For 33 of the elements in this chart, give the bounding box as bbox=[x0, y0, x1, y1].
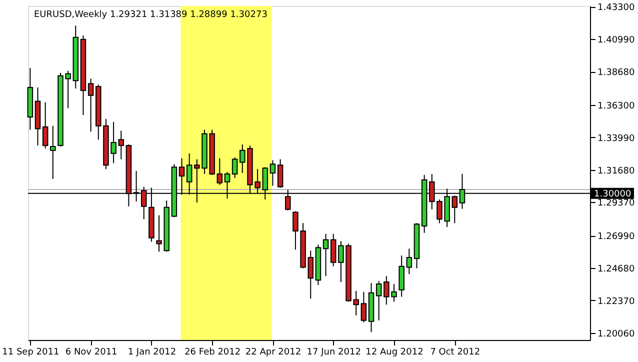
y-tick-label: 1.40990 bbox=[598, 36, 635, 46]
y-tick-label: 1.22370 bbox=[598, 296, 635, 307]
y-tick-label: 1.31680 bbox=[598, 166, 635, 176]
x-tick-label: 6 Nov 2011 bbox=[65, 348, 118, 358]
candlestick bbox=[360, 291, 367, 323]
x-tick-label: 22 Apr 2012 bbox=[245, 348, 302, 358]
candlestick bbox=[330, 233, 336, 267]
candlestick bbox=[50, 125, 56, 180]
y-tick-label: 1.24680 bbox=[598, 264, 635, 275]
candlestick bbox=[216, 158, 223, 186]
y-tick-label: 1.43300 bbox=[598, 3, 635, 14]
x-tick-label: 1 Jan 2012 bbox=[128, 348, 176, 358]
x-tick-label: 7 Oct 2012 bbox=[430, 348, 480, 358]
candlestick bbox=[398, 255, 404, 298]
candlestick bbox=[42, 102, 48, 149]
y-tick-label: 1.36300 bbox=[598, 101, 635, 112]
y-tick-label: 1.20060 bbox=[598, 329, 635, 340]
y-tick-label: 1.38680 bbox=[598, 68, 635, 78]
candlestick bbox=[88, 78, 94, 132]
x-tick-label: 12 Aug 2012 bbox=[366, 348, 424, 358]
x-tick-label: 26 Feb 2012 bbox=[184, 348, 241, 358]
candlestick bbox=[376, 280, 382, 321]
candlestick bbox=[277, 158, 284, 188]
candlestick bbox=[406, 248, 412, 275]
candlestick bbox=[322, 233, 329, 277]
y-tick-label: 1.26990 bbox=[598, 232, 635, 242]
candlestick bbox=[270, 160, 276, 186]
ref-line-label: 1.30000 bbox=[594, 189, 632, 200]
x-tick-label: 11 Sep 2011 bbox=[2, 348, 60, 358]
y-tick-label: 1.29370 bbox=[598, 198, 635, 209]
candlestick bbox=[232, 156, 238, 178]
y-tick-label: 1.33990 bbox=[598, 134, 635, 144]
x-tick-label: 17 Jun 2012 bbox=[306, 348, 361, 358]
